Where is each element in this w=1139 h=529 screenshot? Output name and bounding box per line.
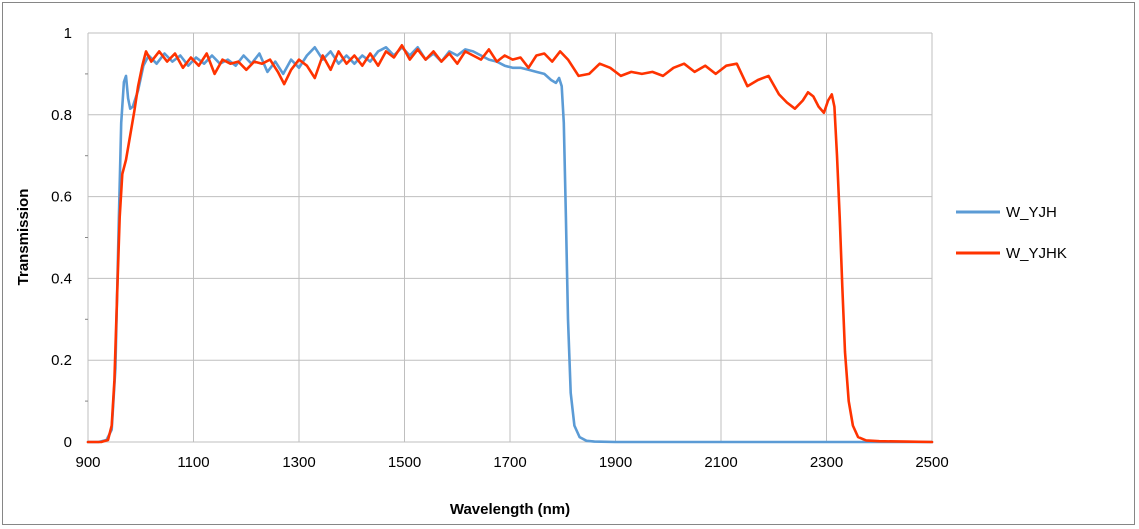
y-axis-title: Transmission (15, 189, 32, 286)
y-tick-label-5: 1 (64, 25, 72, 42)
legend-label-w-yjh: W_YJH (1006, 204, 1057, 221)
y-tick-label-1: 0.2 (51, 352, 72, 369)
x-tick-label-4: 1700 (493, 454, 526, 471)
x-tick-label-0: 900 (75, 454, 100, 471)
x-tick-label-3: 1500 (388, 454, 421, 471)
x-tick-label-6: 2100 (704, 454, 737, 471)
y-tick-label-3: 0.6 (51, 189, 72, 206)
series-layer (86, 44, 934, 444)
x-axis-title: Wavelength (nm) (450, 501, 570, 518)
grid (87, 32, 933, 443)
legend: W_YJH W_YJHK (956, 204, 1067, 262)
x-tick-label-5: 1900 (599, 454, 632, 471)
series-line-w-yjhk (86, 44, 934, 444)
y-tick-label-2: 0.4 (51, 270, 72, 287)
y-tick-label-4: 0.8 (51, 107, 72, 124)
x-tick-label-8: 2500 (915, 454, 948, 471)
legend-label-w-yjhk: W_YJHK (1006, 245, 1067, 262)
x-tick-label-7: 2300 (810, 454, 843, 471)
y-tick-labels: 0 0.2 0.4 0.6 0.8 1 (51, 25, 72, 451)
y-tick-label-0: 0 (64, 434, 72, 451)
x-tick-label-2: 1300 (282, 454, 315, 471)
x-tick-label-1: 1100 (177, 454, 209, 471)
x-tick-labels: 900 1100 1300 1500 1700 1900 2100 2300 2500 (75, 454, 948, 471)
minor-ticks (85, 73, 88, 402)
